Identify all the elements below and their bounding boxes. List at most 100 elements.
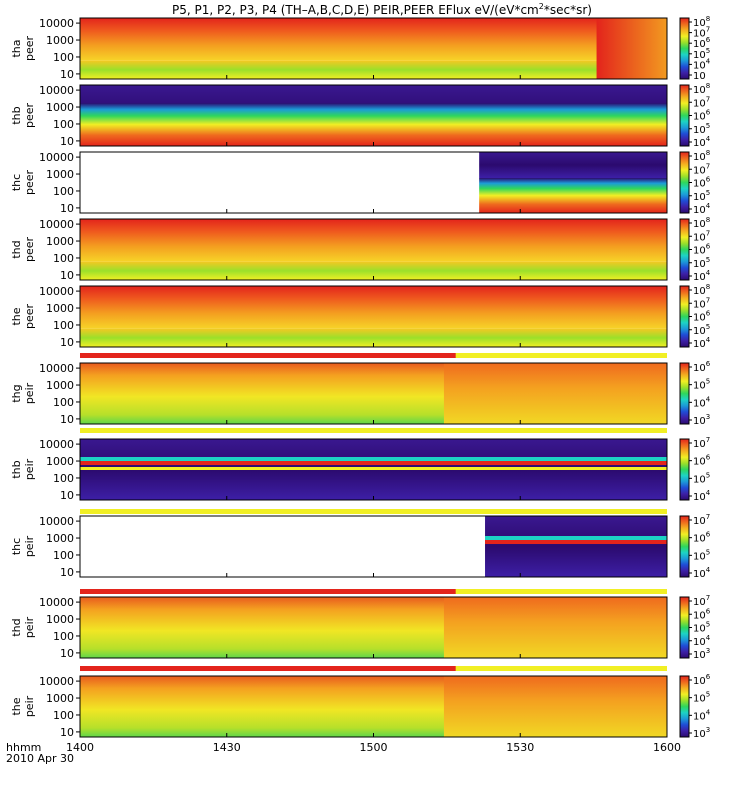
colorbar bbox=[679, 218, 690, 281]
y-tick-label: 100 bbox=[53, 252, 74, 265]
spectrogram-line bbox=[485, 536, 667, 540]
y-label-probe: thb bbox=[10, 460, 23, 478]
colorbar-tick-label: 104 bbox=[693, 395, 711, 409]
colorbar-tick-label: 106 bbox=[693, 454, 711, 468]
colorbar-tick-label: 104 bbox=[693, 202, 711, 216]
colorbar-tick-label: 106 bbox=[693, 531, 711, 545]
y-label-probe: thb bbox=[10, 106, 23, 124]
y-tick-label: 10 bbox=[60, 566, 74, 579]
data-gap bbox=[80, 516, 486, 577]
colorbar-tick-label: 104 bbox=[693, 269, 711, 283]
y-label-probe: tha bbox=[10, 39, 23, 57]
y-label-probe: thc bbox=[10, 538, 23, 555]
y-tick-label: 1000 bbox=[46, 379, 74, 392]
y-tick-label: 100 bbox=[53, 118, 74, 131]
colorbar-tick-label: 105 bbox=[693, 122, 710, 136]
y-tick-label: 10 bbox=[60, 726, 74, 739]
colorbar-tick-label: 104 bbox=[693, 489, 711, 503]
spectrogram-low-energy bbox=[80, 261, 667, 280]
y-tick-label: 10 bbox=[60, 413, 74, 426]
colorbar-tick-label: 106 bbox=[693, 360, 711, 374]
y-label-probe: thd bbox=[10, 240, 23, 258]
mode-bar bbox=[80, 428, 667, 433]
panel-thc-peir: 10000 1000 100 10 thc peir 107 106 105 104 bbox=[10, 513, 711, 580]
y-tick-label: 10000 bbox=[39, 675, 74, 688]
colorbar-tick-label: 107 bbox=[693, 513, 710, 527]
colorbar-tick-label: 107 bbox=[693, 229, 710, 243]
spectrogram-low-energy bbox=[80, 328, 667, 347]
colorbar-tick-label: 105 bbox=[693, 691, 710, 705]
y-tick-label: 10 bbox=[60, 269, 74, 282]
spectrogram-line bbox=[485, 540, 667, 544]
y-tick-label: 10000 bbox=[39, 84, 74, 97]
spectrogram-late-segment bbox=[443, 597, 667, 658]
spectrogram-belt bbox=[80, 103, 667, 146]
data-gap bbox=[80, 152, 480, 213]
mode-bar-yellow bbox=[80, 428, 667, 433]
spectrogram-late-segment bbox=[443, 363, 667, 424]
y-tick-label: 10 bbox=[60, 336, 74, 349]
y-tick-label: 10000 bbox=[39, 438, 74, 451]
y-tick-label: 100 bbox=[53, 319, 74, 332]
y-label-species: peer bbox=[23, 170, 36, 196]
y-tick-label: 100 bbox=[53, 630, 74, 643]
colorbar bbox=[679, 438, 690, 501]
y-tick-label: 100 bbox=[53, 472, 74, 485]
y-label-species: peir bbox=[23, 382, 36, 404]
y-tick-label: 10000 bbox=[39, 218, 74, 231]
colorbar bbox=[679, 151, 690, 214]
y-tick-label: 10000 bbox=[39, 596, 74, 609]
colorbar-tick-label: 107 bbox=[693, 296, 710, 310]
y-tick-label: 10000 bbox=[39, 515, 74, 528]
y-tick-label: 100 bbox=[53, 549, 74, 562]
spectrogram-high-energy bbox=[80, 18, 667, 61]
colorbar-tick-label: 106 bbox=[693, 176, 711, 190]
colorbar-tick-label: 10 bbox=[693, 71, 706, 82]
spectrogram-high-energy bbox=[80, 286, 667, 329]
panel-thg-peir: 10000 1000 100 10 thg peir 106 105 104 103 bbox=[10, 360, 711, 427]
y-tick-label: 1000 bbox=[46, 235, 74, 248]
y-tick-label: 1000 bbox=[46, 101, 74, 114]
y-tick-label: 10000 bbox=[39, 151, 74, 164]
colorbar-tick-label: 105 bbox=[693, 378, 710, 392]
panel-the-peir: 10000 1000 100 10 the peir 106 105 104 103 bbox=[10, 673, 711, 740]
colorbar-tick-label: 106 bbox=[693, 243, 711, 257]
mode-bar bbox=[80, 589, 667, 594]
x-tick-label: 1600 bbox=[653, 741, 681, 754]
y-label-species: peir bbox=[23, 535, 36, 557]
y-label-probe: the bbox=[10, 697, 23, 715]
mode-bar bbox=[80, 666, 667, 671]
y-label-species: peer bbox=[23, 304, 36, 330]
x-label-hhmm: hhmm bbox=[6, 741, 41, 754]
colorbar-tick-label: 108 bbox=[693, 149, 710, 163]
spectrogram-high-energy bbox=[80, 219, 667, 262]
colorbar-tick-label: 105 bbox=[693, 256, 710, 270]
colorbar-tick-label: 108 bbox=[693, 82, 710, 96]
colorbar-tick-label: 106 bbox=[693, 607, 711, 621]
colorbar bbox=[679, 675, 690, 738]
colorbar-tick-label: 105 bbox=[693, 323, 710, 337]
y-tick-label: 1000 bbox=[46, 168, 74, 181]
spectrogram-belt bbox=[479, 178, 667, 213]
x-label-date: 2010 Apr 30 bbox=[6, 752, 74, 765]
colorbar-tick-label: 105 bbox=[693, 548, 710, 562]
spectrogram-background bbox=[479, 152, 667, 178]
y-label-probe: the bbox=[10, 307, 23, 325]
y-label-probe: thg bbox=[10, 384, 23, 402]
colorbar-tick-label: 105 bbox=[693, 189, 710, 203]
colorbar-tick-label: 108 bbox=[693, 216, 710, 230]
x-tick-label: 1430 bbox=[213, 741, 241, 754]
y-tick-label: 10 bbox=[60, 135, 74, 148]
y-label-species: peir bbox=[23, 616, 36, 638]
y-tick-label: 10 bbox=[60, 489, 74, 502]
colorbar bbox=[679, 84, 690, 147]
y-tick-label: 1000 bbox=[46, 455, 74, 468]
colorbar-tick-label: 104 bbox=[693, 57, 711, 71]
colorbar bbox=[679, 596, 690, 659]
y-tick-label: 10 bbox=[60, 202, 74, 215]
